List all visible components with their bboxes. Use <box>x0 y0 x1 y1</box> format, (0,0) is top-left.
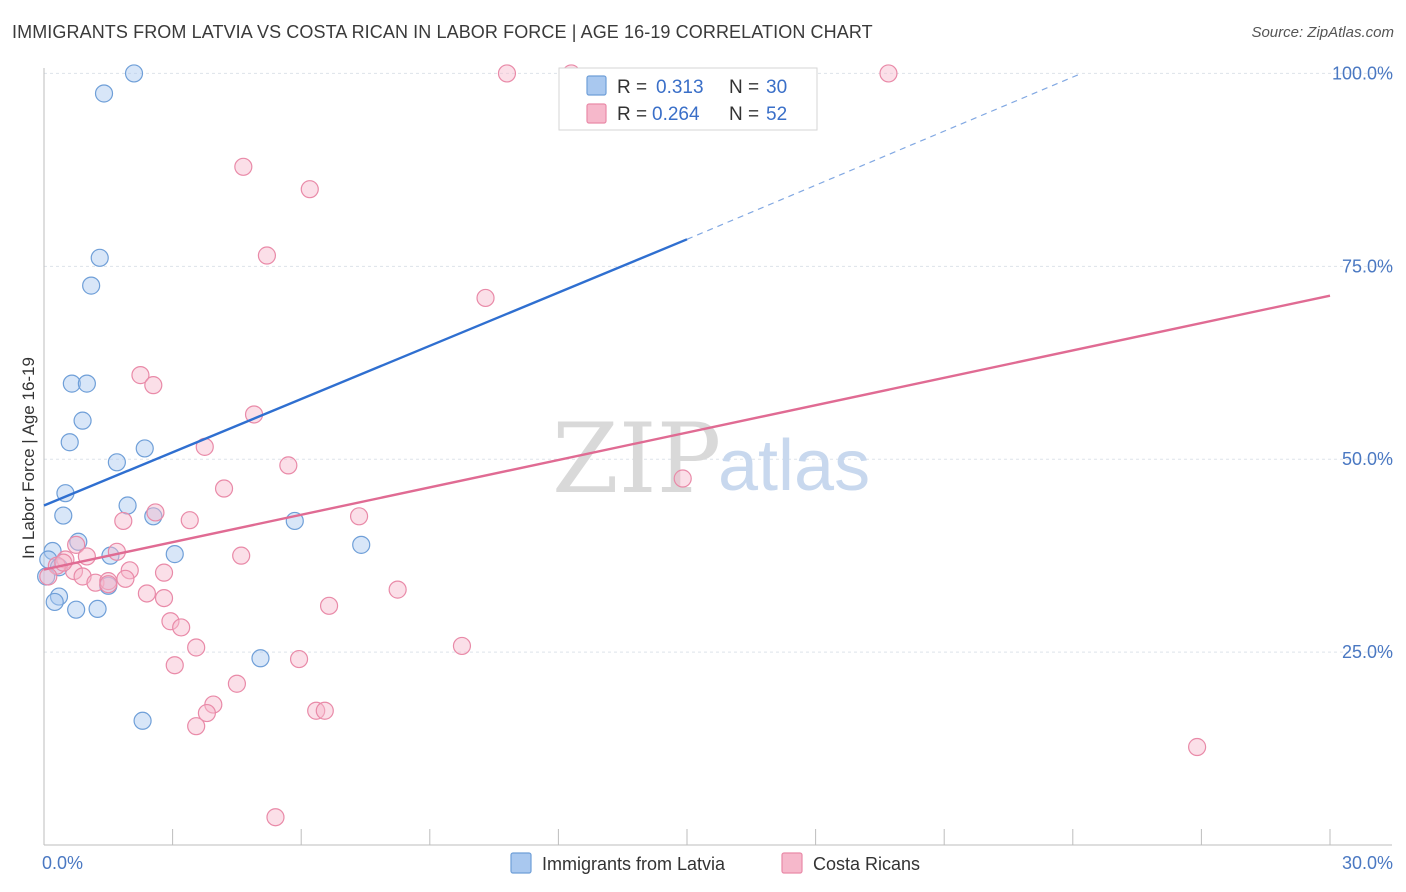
legend-r-value-costa-rican: 0.264 <box>652 104 700 125</box>
trend-lines <box>43 72 1331 571</box>
legend-swatch-latvia <box>586 75 607 96</box>
latvia-point <box>107 453 126 472</box>
costa-rican-point <box>214 479 234 498</box>
costa-rican-point <box>54 553 73 572</box>
costa-rican-points <box>39 64 1207 827</box>
x-tick-label: 0.0% <box>42 853 83 873</box>
latvia-points <box>37 64 371 730</box>
costa-rican-point <box>879 64 898 83</box>
costa-rican-point <box>116 569 135 588</box>
legend-n-value-latvia: 30 <box>766 77 787 98</box>
y-axis-label: In Labor Force | Age 16-19 <box>19 357 38 559</box>
bottom-legend-label-costa-rican: Costa Ricans <box>813 854 920 874</box>
bottom-legend-swatch-latvia <box>510 852 532 874</box>
legend-r-label: R = <box>617 104 647 125</box>
latvia-point <box>88 599 107 619</box>
costa-rican-point <box>161 612 180 631</box>
costa-rican-point <box>67 535 86 554</box>
costa-rican-point <box>187 638 206 657</box>
costa-rican-point <box>131 366 150 385</box>
costa-rican-point <box>180 511 199 530</box>
costa-rican-point <box>279 456 298 475</box>
grid-lines <box>44 72 1392 653</box>
costa-rican-point <box>1188 737 1207 757</box>
latvia-point <box>94 84 114 103</box>
y-tick-label: 25.0% <box>1342 642 1393 662</box>
costa-rican-point <box>452 636 472 656</box>
tick-labels: 25.0% 50.0% 75.0% 100.0% 0.0% 30.0% <box>42 63 1393 873</box>
trend-line-latvia-extension <box>686 72 1082 240</box>
latvia-point <box>43 541 62 561</box>
costa-rican-point <box>146 503 165 522</box>
costa-rican-point <box>165 656 184 675</box>
costa-rican-point <box>476 288 495 308</box>
latvia-point <box>82 276 101 295</box>
watermark: ZIP atlas <box>552 403 870 515</box>
costa-rican-point <box>257 246 277 265</box>
costa-rican-point <box>300 180 319 199</box>
costa-rican-point <box>266 808 285 827</box>
legend-n-label: N = <box>729 77 759 98</box>
costa-rican-point <box>315 701 334 720</box>
y-tick-label: 75.0% <box>1342 256 1393 276</box>
costa-rican-point <box>120 561 139 580</box>
latvia-point <box>77 374 96 393</box>
latvia-point <box>133 711 152 730</box>
latvia-point <box>45 592 64 612</box>
costa-rican-point <box>99 575 118 594</box>
legend: R = 0.313 N = 30 R = 0.264 N = 52 <box>558 67 818 131</box>
source-label: Source: ZipAtlas.com <box>1251 24 1394 41</box>
trend-line-latvia <box>43 238 688 507</box>
latvia-point <box>60 433 79 452</box>
x-tick-label: 30.0% <box>1342 853 1393 873</box>
costa-rican-point <box>154 563 174 582</box>
y-tick-label: 50.0% <box>1342 449 1393 469</box>
costa-rican-point <box>497 64 517 83</box>
costa-rican-point <box>289 649 309 669</box>
latvia-point <box>62 374 81 393</box>
costa-rican-point <box>172 618 191 637</box>
latvia-point <box>352 535 371 554</box>
watermark-atlas: atlas <box>718 426 870 506</box>
latvia-point <box>135 439 154 458</box>
trend-line-costa-rican <box>43 294 1331 571</box>
legend-n-label: N = <box>729 104 759 125</box>
costa-rican-point <box>187 717 206 736</box>
latvia-point <box>165 545 184 564</box>
latvia-point <box>73 411 92 430</box>
bottom-legend-swatch-costa-rican <box>781 852 803 874</box>
axes <box>43 68 1392 846</box>
bottom-legend-label-latvia: Immigrants from Latvia <box>542 854 726 874</box>
latvia-point <box>54 506 73 525</box>
costa-rican-point <box>137 584 156 603</box>
latvia-point <box>90 248 109 267</box>
bottom-legend: Immigrants from Latvia Costa Ricans <box>510 852 920 874</box>
chart-title: IMMIGRANTS FROM LATVIA VS COSTA RICAN IN… <box>12 22 873 42</box>
legend-r-label: R = <box>617 77 647 98</box>
costa-rican-point <box>319 596 339 615</box>
costa-rican-point <box>114 511 133 531</box>
watermark-zip: ZIP <box>552 403 721 515</box>
latvia-point <box>124 64 144 83</box>
costa-rican-point <box>154 588 174 608</box>
latvia-point <box>67 600 86 619</box>
costa-rican-point <box>144 376 163 395</box>
costa-rican-point <box>349 507 369 526</box>
costa-rican-point <box>673 469 692 488</box>
costa-rican-point <box>388 580 407 599</box>
latvia-point <box>251 649 270 668</box>
y-tick-label: 100.0% <box>1332 63 1393 83</box>
costa-rican-point <box>39 567 58 586</box>
costa-rican-point <box>197 703 216 723</box>
costa-rican-point <box>234 157 253 176</box>
costa-rican-point <box>227 674 246 693</box>
legend-swatch-costa-rican <box>586 103 607 124</box>
latvia-point <box>118 496 137 515</box>
latvia-point <box>69 532 88 551</box>
costa-rican-point <box>232 546 251 565</box>
legend-n-value-costa-rican: 52 <box>766 104 787 125</box>
legend-r-value-latvia: 0.313 <box>656 77 704 98</box>
